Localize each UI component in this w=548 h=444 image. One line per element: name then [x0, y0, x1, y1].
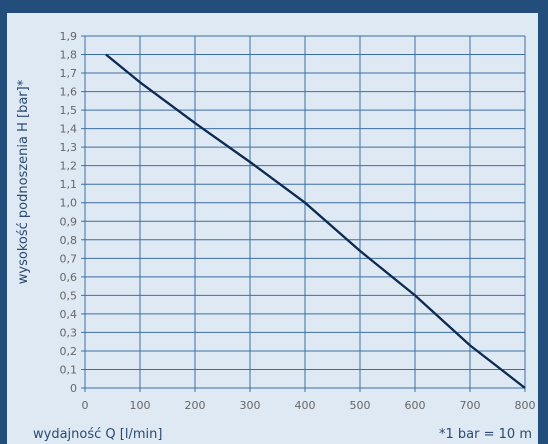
y-tick-label: 1,1 [60, 178, 78, 191]
chart: 0 0,1 0,2 0,3 0,4 0,5 0,6 0,7 0,8 0,9 1,0 1,1 1,2 1,3… [16, 30, 536, 442]
x-tick-label: 200 [185, 399, 206, 412]
y-tick-label: 0,1 [60, 363, 78, 376]
series-line [105, 53, 526, 389]
x-tick-label: 0 [82, 399, 89, 412]
y-tick-label: 0,9 [60, 215, 78, 228]
y-tick-label: 1,0 [60, 197, 78, 210]
y-tick-label: 1,8 [60, 49, 78, 62]
x-axis-title: wydajność Q [l/min] [33, 427, 162, 442]
chart-panel: 0 0,1 0,2 0,3 0,4 0,5 0,6 0,7 0,8 0,9 1,0 1,1 1,2 1,3… [7, 13, 538, 444]
y-tick-label: 0 [70, 382, 77, 395]
y-tick-label: 0,6 [60, 271, 78, 284]
x-tick-label: 100 [130, 399, 151, 412]
x-tick-label: 600 [405, 399, 426, 412]
y-tick-label: 1,6 [60, 86, 78, 99]
x-tick-labels: 0 100 200 300 400 500 600 700 800 [82, 399, 536, 412]
y-tick-label: 1,9 [60, 30, 78, 43]
footnote: *1 bar = 10 m [439, 427, 532, 442]
y-tick-label: 1,2 [60, 160, 78, 173]
y-tick-label: 1,7 [60, 67, 78, 80]
x-tick-label: 800 [515, 399, 536, 412]
x-tick-label: 400 [295, 399, 316, 412]
grid [81, 35, 526, 392]
x-tick-label: 500 [350, 399, 371, 412]
data-layer [105, 53, 526, 389]
y-tick-label: 0,4 [60, 308, 78, 321]
y-tick-label: 1,4 [60, 123, 78, 136]
y-tick-label: 0,5 [60, 289, 78, 302]
y-tick-label: 1,5 [60, 104, 78, 117]
y-tick-label: 0,7 [60, 252, 78, 265]
x-tick-label: 700 [460, 399, 481, 412]
y-tick-labels: 0 0,1 0,2 0,3 0,4 0,5 0,6 0,7 0,8 0,9 1,0 1,1 1,2 1,3… [60, 30, 78, 395]
y-tick-label: 0,3 [60, 326, 78, 339]
y-tick-label: 1,3 [60, 141, 78, 154]
x-tick-label: 300 [240, 399, 261, 412]
y-tick-label: 0,2 [60, 345, 78, 358]
y-tick-label: 0,8 [60, 234, 78, 247]
y-axis-title: wysokość podnoszenia H [bar]* [16, 79, 31, 284]
